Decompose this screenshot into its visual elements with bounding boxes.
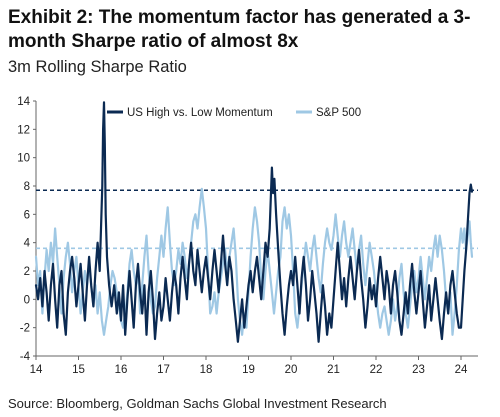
legend-label-momentum: US High vs. Low Momentum — [127, 107, 273, 119]
y-axis: -4 -2 0 2 4 6 8 10 12 14 — [17, 96, 37, 363]
source-note: Source: Bloomberg, Goldman Sachs Global … — [8, 396, 387, 411]
reference-lines — [36, 189, 478, 250]
x-axis: 14 15 16 17 18 19 20 21 22 23 24 — [30, 355, 478, 376]
x-tick-label: 14 — [30, 364, 43, 376]
x-tick-label: 19 — [242, 364, 255, 376]
y-tick-label: 0 — [24, 294, 30, 306]
x-tick-label: 22 — [370, 364, 383, 376]
data-series — [34, 101, 474, 343]
series-line-momentum — [34, 101, 474, 343]
y-tick-label: 12 — [17, 124, 30, 136]
x-tick-label: 23 — [412, 364, 425, 376]
y-ticks: -4 -2 0 2 4 6 8 10 12 14 — [17, 96, 36, 363]
y-tick-label: 14 — [17, 96, 30, 108]
y-tick-label: -4 — [20, 351, 31, 363]
y-tick-label: -2 — [20, 323, 30, 335]
x-tick-label: 18 — [200, 364, 213, 376]
y-tick-label: 10 — [17, 153, 30, 165]
x-tick-label: 15 — [72, 364, 85, 376]
x-tick-label: 17 — [157, 364, 170, 376]
y-tick-label: 4 — [24, 238, 31, 250]
legend-label-sp500: S&P 500 — [316, 107, 361, 119]
x-tick-label: 21 — [327, 364, 340, 376]
y-tick-label: 2 — [24, 266, 30, 278]
x-ticks: 14 15 16 17 18 19 20 21 22 23 24 — [30, 356, 468, 376]
y-tick-label: 8 — [24, 181, 30, 193]
chart-title: Exhibit 2: The momentum factor has gener… — [8, 7, 471, 52]
legend: US High vs. Low Momentum S&P 500 — [107, 107, 361, 119]
x-tick-label: 20 — [285, 364, 298, 376]
y-tick-label: 6 — [24, 209, 30, 221]
x-tick-label: 24 — [455, 364, 468, 376]
x-tick-label: 16 — [115, 364, 128, 376]
chart-subtitle: 3m Rolling Sharpe Ratio — [8, 58, 187, 76]
